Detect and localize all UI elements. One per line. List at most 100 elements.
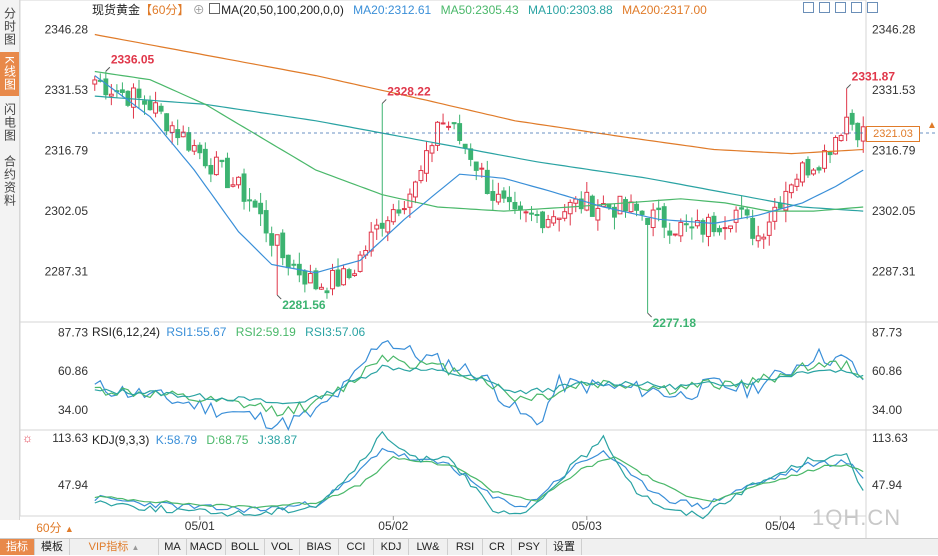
candle-body <box>385 220 391 233</box>
candle-body <box>396 209 402 214</box>
candle-body <box>153 102 159 114</box>
candle-body <box>379 222 385 229</box>
tab-flash[interactable]: 闪电图 <box>2 102 17 142</box>
candle-body <box>766 221 772 236</box>
candle-body <box>667 230 673 236</box>
btab-template[interactable]: 模板 <box>35 539 70 555</box>
btab-psy[interactable]: PSY <box>512 539 547 555</box>
y-tick-label-left: 113.63 <box>52 431 88 445</box>
candle-body <box>772 206 778 222</box>
candle-body <box>324 290 330 294</box>
ma50-value: MA50:2305.43 <box>440 3 519 17</box>
ma100-value: MA100:2303.88 <box>527 3 613 17</box>
btab-vip-label: VIP指标 <box>88 541 129 553</box>
kdj-line-d <box>94 455 864 509</box>
candle-body <box>191 145 197 152</box>
candle-body <box>202 148 208 167</box>
fullscreen-icon[interactable] <box>803 2 814 13</box>
btab-boll[interactable]: BOLL <box>226 539 265 555</box>
btab-settings[interactable]: 设置 <box>547 539 582 555</box>
tab-contract-info[interactable]: 合约资料 <box>2 155 17 207</box>
btab-lw[interactable]: LW& <box>409 539 448 555</box>
candle-body <box>357 254 363 272</box>
candle-body <box>612 206 617 218</box>
candle-body <box>683 223 689 226</box>
candle-body <box>175 129 181 139</box>
y-tick-label-right: 87.73 <box>872 325 902 339</box>
candle-body <box>274 234 280 246</box>
period-selector[interactable]: 60分 ▲ <box>20 520 90 537</box>
y-tick-label-right: 113.63 <box>872 431 908 445</box>
rsi-label: RSI(6,12,24) <box>92 325 161 339</box>
y-tick-label-left: 2302.05 <box>45 204 89 218</box>
tab-time-share[interactable]: 分时图 <box>2 6 17 46</box>
candle-body <box>269 233 275 246</box>
ma100-line <box>94 95 864 212</box>
candle-body <box>656 207 662 211</box>
annotation-leader <box>105 66 111 72</box>
scroll-left-icon[interactable] <box>851 2 862 13</box>
candle-body <box>783 190 789 211</box>
btab-vol[interactable]: VOL <box>265 539 300 555</box>
zoom-in-icon[interactable] <box>819 2 830 13</box>
btab-cci[interactable]: CCI <box>339 539 374 555</box>
left-tab-bar: 分时图 K线图 闪电图 合约资料 <box>0 0 20 520</box>
y-tick-label-left: 87.73 <box>58 325 88 339</box>
candle-body <box>551 216 557 224</box>
candle-body <box>164 113 170 132</box>
btab-macd[interactable]: MACD <box>187 539 226 555</box>
candle-body <box>529 212 534 215</box>
candle-body <box>131 87 136 108</box>
y-tick-label-right: 60.86 <box>872 364 902 378</box>
candle-body <box>462 143 468 149</box>
rsi3-value: RSI3:57.06 <box>305 325 366 339</box>
zoom-out-icon[interactable] <box>835 2 846 13</box>
btab-cr[interactable]: CR <box>483 539 512 555</box>
candle-body <box>739 207 745 210</box>
candle-body <box>142 100 147 105</box>
candle-body <box>330 269 335 290</box>
candle-body <box>777 202 783 209</box>
ma200-value: MA200:2317.00 <box>622 3 707 17</box>
candle-body <box>247 199 252 202</box>
price-annotation: 2281.56 <box>282 298 326 312</box>
btab-vip-indicator[interactable]: VIP指标 ▲ <box>70 539 159 555</box>
candle-body <box>645 217 651 225</box>
sun-icon[interactable]: ☼ <box>22 431 33 445</box>
candle-body <box>451 122 457 125</box>
candle-body <box>717 227 722 233</box>
candle-body <box>136 88 142 98</box>
btab-rsi[interactable]: RSI <box>448 539 483 555</box>
candle-body <box>722 227 728 230</box>
candle-body <box>523 211 529 214</box>
btab-bias[interactable]: BIAS <box>300 539 339 555</box>
rsi1-value: RSI1:55.67 <box>166 325 227 339</box>
annotation-leader <box>381 99 387 104</box>
candle-body <box>158 105 164 112</box>
candle-body <box>280 232 286 259</box>
x-tick-label: 05/01 <box>185 519 215 533</box>
main-legend: 现货黄金【60分】 ⊕ MA(20,50,100,200,0,0) MA20:2… <box>92 3 707 17</box>
scroll-right-icon[interactable] <box>867 2 878 13</box>
candle-body <box>108 93 114 97</box>
btab-kdj[interactable]: KDJ <box>374 539 409 555</box>
rsi2-value: RSI2:59.19 <box>235 325 296 339</box>
candle-body <box>219 159 225 163</box>
rsi-line-rsi3 <box>94 364 864 405</box>
candle-body <box>92 79 98 85</box>
x-tick-label: 05/02 <box>378 519 408 533</box>
annotation-leader <box>647 312 652 318</box>
btab-ma[interactable]: MA <box>159 539 187 555</box>
tab-kline[interactable]: K线图 <box>0 52 19 96</box>
btab-indicator[interactable]: 指标 <box>0 539 35 555</box>
candle-body <box>733 209 739 223</box>
candle-body <box>374 224 380 230</box>
candle-body <box>562 211 568 219</box>
watermark: 1QH.CN <box>812 505 902 530</box>
settings-icon[interactable]: ⊕ <box>192 3 205 17</box>
ma-toggle-icon[interactable] <box>209 3 221 14</box>
candle-body <box>512 201 518 210</box>
candle-body <box>534 214 540 217</box>
candle-body <box>495 193 501 203</box>
chart-area[interactable]: 2346.28 2346.28 2331.53 2331.53 2316.79 2316.… <box>0 0 938 538</box>
